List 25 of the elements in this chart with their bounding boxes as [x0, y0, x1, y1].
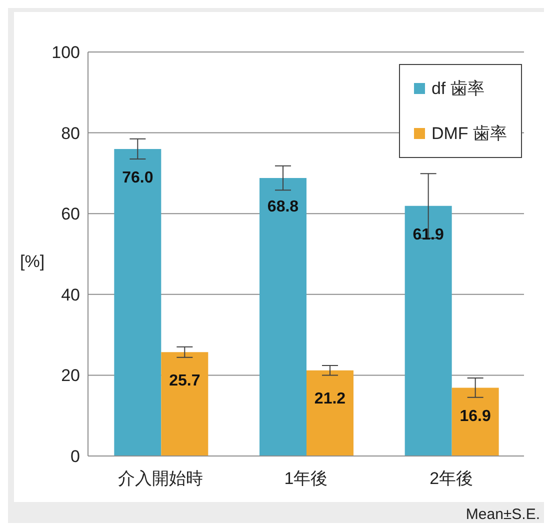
y-tick-label: 100 — [52, 43, 80, 62]
legend-label: DMF 歯率 — [431, 123, 507, 145]
data-label: 68.8 — [267, 198, 299, 216]
bar — [114, 148, 162, 456]
data-label: 76.0 — [122, 169, 154, 186]
data-label: 16.9 — [460, 408, 491, 426]
y-tick-label: 60 — [61, 204, 80, 224]
bar — [452, 388, 499, 456]
y-tick-label: 0 — [70, 447, 80, 466]
x-tick-label: 介入開始時 — [118, 469, 204, 488]
bar — [404, 206, 452, 456]
y-tick-label: 20 — [61, 366, 80, 386]
bar — [259, 178, 306, 456]
x-tick-label: 1年後 — [284, 469, 328, 488]
legend-label: df 歯率 — [431, 78, 484, 100]
bar — [306, 370, 354, 456]
y-tick-label: 80 — [61, 124, 80, 143]
data-label: 61.9 — [412, 226, 444, 244]
y-tick-label: 40 — [61, 285, 80, 304]
data-label: 25.7 — [169, 372, 200, 390]
data-label: 21.2 — [314, 390, 346, 408]
bar — [161, 352, 208, 456]
y-axis-title: [%] — [20, 252, 45, 272]
text: Mean±S.E. — [466, 506, 540, 523]
x-tick-label: 2年後 — [430, 469, 474, 488]
